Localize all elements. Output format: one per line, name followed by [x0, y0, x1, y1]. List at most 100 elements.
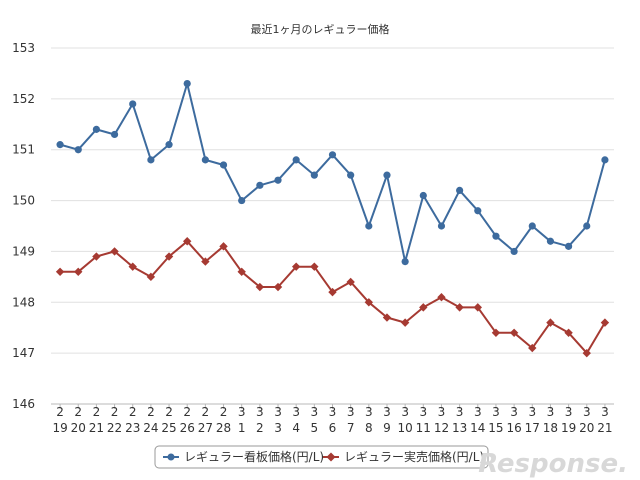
data-point	[74, 146, 82, 154]
data-point	[328, 151, 337, 159]
data-point	[347, 171, 355, 179]
x-tick-label-month: 3	[329, 405, 337, 419]
x-tick-label-month: 2	[183, 405, 191, 419]
y-tick-label: 147	[12, 346, 35, 360]
y-tick-label: 153	[12, 41, 35, 55]
series-2	[55, 237, 610, 358]
data-point	[219, 242, 228, 251]
y-tick-label: 152	[12, 92, 35, 106]
x-tick-label-day: 21	[597, 421, 612, 435]
x-tick-label-month: 3	[401, 405, 409, 419]
x-tick-label-day: 26	[180, 421, 195, 435]
x-tick-label-day: 19	[52, 421, 67, 435]
data-point	[274, 176, 282, 184]
data-point	[419, 303, 428, 312]
data-point	[146, 272, 156, 282]
data-point	[292, 156, 300, 164]
data-point	[582, 348, 591, 358]
x-tick-label-month: 3	[365, 405, 373, 419]
data-point	[219, 161, 228, 169]
y-axis-ticks: 146 147 148 149 150 151 152 153	[12, 41, 35, 411]
data-point	[256, 181, 264, 189]
data-point	[364, 298, 374, 307]
data-point	[492, 232, 500, 240]
x-tick-label-month: 2	[56, 405, 64, 419]
data-point	[601, 156, 609, 164]
x-tick-label-day: 4	[292, 421, 300, 435]
x-tick-label-day: 19	[561, 421, 576, 435]
data-point	[183, 237, 192, 246]
data-point	[346, 277, 355, 287]
data-point	[383, 171, 391, 179]
x-tick-label-month: 2	[202, 405, 210, 419]
data-point	[273, 282, 283, 292]
data-point	[55, 267, 65, 276]
x-tick-label-month: 2	[74, 405, 82, 419]
x-tick-label-month: 3	[419, 405, 427, 419]
x-tick-label-month: 2	[220, 405, 228, 419]
x-tick-label-month: 3	[274, 405, 282, 419]
data-point	[509, 328, 519, 337]
x-tick-label-month: 3	[238, 405, 246, 419]
x-tick-label-month: 2	[93, 405, 101, 419]
data-point	[237, 267, 246, 276]
x-tick-label-day: 12	[434, 421, 449, 435]
data-point	[92, 125, 101, 133]
data-point	[164, 252, 174, 261]
data-point	[546, 318, 555, 327]
x-tick-label-month: 3	[256, 405, 264, 419]
data-point	[165, 141, 173, 149]
data-point	[437, 293, 446, 302]
data-point	[473, 303, 482, 312]
x-tick-label-day: 20	[579, 421, 594, 435]
x-tick-label-day: 10	[398, 421, 413, 435]
data-point	[583, 222, 591, 230]
x-tick-label-day: 17	[525, 421, 540, 435]
data-point	[147, 156, 155, 164]
x-tick-label-month: 3	[474, 405, 482, 419]
data-point	[401, 258, 409, 266]
x-tick-label-day: 21	[89, 421, 104, 435]
x-tick-label-day: 23	[125, 421, 140, 435]
x-tick-label-month: 3	[547, 405, 555, 419]
legend-box	[154, 445, 489, 469]
x-tick-label-day: 3	[274, 421, 282, 435]
x-tick-label-month: 3	[438, 405, 446, 419]
data-point	[92, 252, 101, 261]
x-tick-label-day: 15	[488, 421, 503, 435]
x-tick-label-day: 6	[329, 421, 337, 435]
series-line	[59, 82, 606, 263]
x-tick-label-month: 2	[165, 405, 173, 419]
legend-item-series-1[interactable]: レギュラー看板価格(円/L)	[163, 449, 324, 464]
x-tick-label-month: 3	[583, 405, 591, 419]
data-point	[310, 171, 318, 179]
series	[55, 80, 610, 358]
x-tick-label-month: 3	[347, 405, 355, 419]
x-tick-label-day: 1	[238, 421, 246, 435]
legend-item-series-2[interactable]: レギュラー実売価格(円/L)	[323, 449, 484, 464]
data-point	[310, 262, 319, 271]
x-tick-label-day: 16	[506, 421, 521, 435]
data-point	[419, 191, 427, 200]
data-point	[510, 247, 518, 256]
y-tick-label: 148	[12, 295, 35, 309]
data-point	[255, 282, 265, 292]
x-tick-label-month: 3	[601, 405, 609, 419]
data-point	[365, 222, 373, 230]
y-tick-label: 150	[12, 194, 35, 208]
x-tick-label-day: 27	[198, 421, 213, 435]
x-tick-label-day: 28	[216, 421, 231, 435]
chart-title: 最近1ヶ月のレギュラー価格	[251, 22, 390, 36]
y-tick-label: 151	[12, 143, 35, 157]
data-point	[455, 303, 464, 312]
data-point	[201, 257, 210, 266]
x-axis-ticks: 2192202212222232242252262272283132333435…	[52, 404, 613, 435]
data-point	[110, 130, 119, 139]
x-tick-label-day: 20	[71, 421, 86, 435]
data-point	[128, 262, 137, 271]
series-1	[56, 80, 609, 266]
x-tick-label-day: 2	[256, 421, 264, 435]
x-tick-label-month: 3	[383, 405, 391, 419]
x-tick-label-day: 14	[470, 421, 485, 435]
